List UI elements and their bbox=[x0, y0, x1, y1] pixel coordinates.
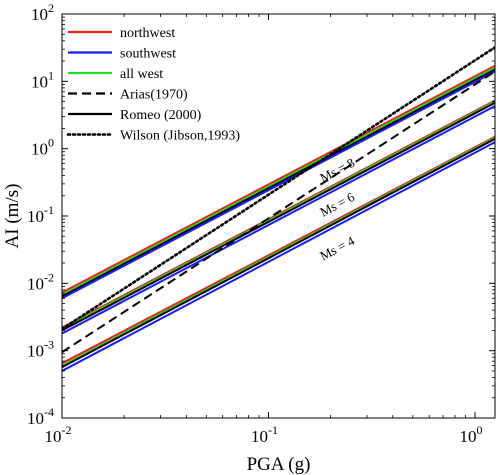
legend: northwest southwest all west Arias(1970) Rom… bbox=[66, 26, 240, 144]
y-tick-label: 10-1 bbox=[27, 203, 54, 226]
x-tick-label: 10-1 bbox=[251, 423, 278, 446]
x-tick-label: 100 bbox=[459, 423, 482, 446]
series-line-ms-8-southwest bbox=[62, 70, 495, 300]
series-line-ms-4-northwest bbox=[62, 135, 495, 365]
y-tick-label: 100 bbox=[31, 136, 54, 159]
series-line-ms-8-northwest bbox=[62, 64, 495, 294]
axis-ticks: 10-2 10-1 100 10-4 10-3 10-2 10-1 100 101 102 bbox=[27, 1, 495, 446]
x-tick-label: 10-2 bbox=[45, 423, 72, 446]
series-line-ms-6-all-west bbox=[62, 100, 495, 330]
series-line-arias-1970 bbox=[62, 70, 495, 354]
legend-label-all-west: all west bbox=[120, 67, 163, 82]
y-axis-label: AI (m/s) bbox=[2, 184, 23, 249]
y-tick-label: 10-4 bbox=[27, 405, 54, 428]
series-line-ms-8-all-west bbox=[62, 66, 495, 296]
y-tick-label: 10-2 bbox=[27, 270, 54, 293]
legend-label-northwest: northwest bbox=[120, 26, 175, 41]
series-line-ms-6-romeo-2000 bbox=[62, 101, 495, 332]
legend-label-arias-1970: Arias(1970) bbox=[120, 88, 188, 103]
legend-label-southwest: southwest bbox=[120, 47, 176, 62]
y-tick-label: 10-3 bbox=[27, 338, 54, 361]
series-line-ms-6-southwest bbox=[62, 105, 495, 335]
x-axis-label: PGA (g) bbox=[247, 454, 311, 475]
legend-label-wilson-jibson-1993: Wilson (Jibson,1993) bbox=[120, 129, 240, 144]
y-tick-label: 102 bbox=[31, 1, 54, 24]
legend-label-romeo-2000: Romeo (2000) bbox=[120, 108, 202, 123]
y-tick-label: 101 bbox=[31, 68, 54, 91]
series-line-ms-6-northwest bbox=[62, 99, 495, 329]
series-line-ms-4-romeo-2000 bbox=[62, 137, 495, 368]
plot-lines bbox=[62, 46, 495, 372]
series-line-ms-8-romeo-2000 bbox=[62, 68, 495, 298]
series-line-wilson-jibson-1993 bbox=[62, 46, 495, 331]
series-line-ms-4-southwest bbox=[62, 141, 495, 372]
